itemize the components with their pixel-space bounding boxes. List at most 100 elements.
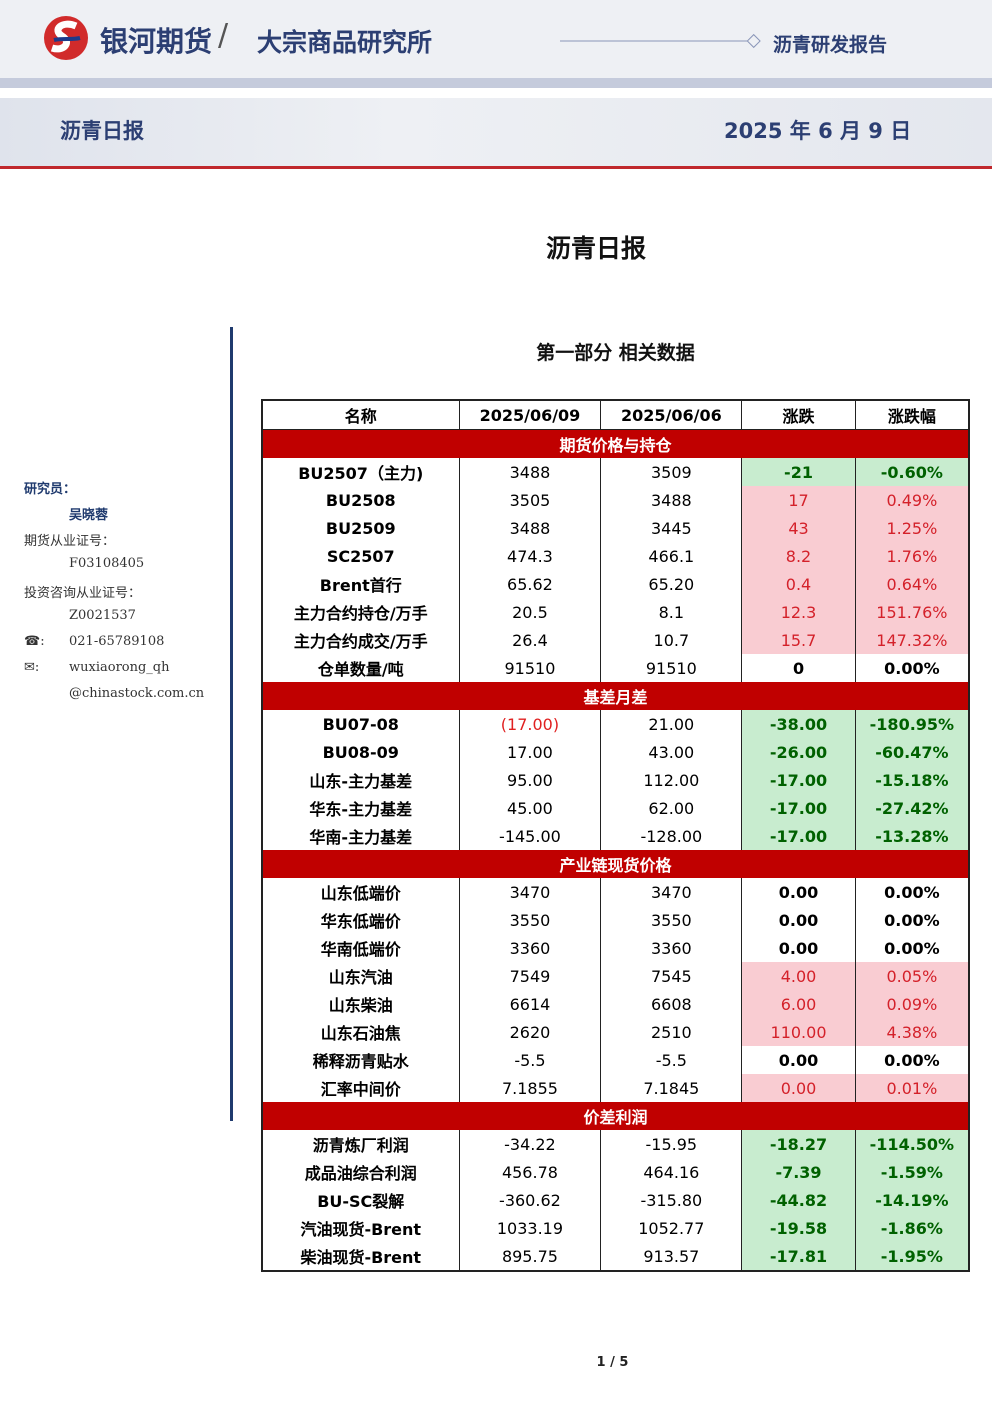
data-row: 主力合约持仓/万手 20.5 8.1 12.3 151.76% [261,598,970,626]
group-title: 基差月差 [261,682,970,710]
cell: 7545 [600,962,743,990]
email-icon: ✉: [24,660,40,675]
page-number: 1 / 5 [596,1355,629,1370]
cell: 95.00 [458,766,602,794]
phone: 021-65789108 [69,634,165,649]
cell: 3360 [458,934,602,962]
cell: 7.1855 [458,1074,602,1102]
cell: 65.62 [458,570,602,598]
cell: 0.01% [854,1074,970,1102]
cell: 3509 [600,458,743,486]
cell: -1.86% [854,1214,970,1242]
cell: 0.00 [741,1074,856,1102]
data-row: 山东石油焦 2620 2510 110.00 4.38% [261,1018,970,1046]
cell: -44.82 [741,1186,856,1214]
row-name: 华南低端价 [261,934,460,962]
cell: 0.49% [854,486,970,514]
row-name: 华东-主力基差 [261,794,460,822]
cell: 6614 [458,990,602,1018]
cell: 2620 [458,1018,602,1046]
cell: 3550 [600,906,743,934]
cell: 1.25% [854,514,970,542]
cell: 3445 [600,514,743,542]
cell: 3470 [600,878,743,906]
row-name: BU-SC裂解 [261,1186,460,1214]
data-row: BU2509 3488 3445 43 1.25% [261,514,970,542]
cell: 43 [741,514,856,542]
cell: 1033.19 [458,1214,602,1242]
cell: -17.00 [741,766,856,794]
cell: -128.00 [600,822,743,850]
cell: -21 [741,458,856,486]
cell: 7.1845 [600,1074,743,1102]
separator: / [218,18,229,53]
researcher: 吴晓蓉 [69,508,109,523]
data-row: 稀释沥青贴水 -5.5 -5.5 0.00 0.00% [261,1046,970,1074]
group-row: 基差月差 [261,682,970,710]
cell: 0.00% [854,654,970,682]
cell: 456.78 [458,1158,602,1186]
cell: 43.00 [600,738,743,766]
cell: 895.75 [458,1242,602,1271]
cell: 0.00% [854,878,970,906]
cell: -315.80 [600,1186,743,1214]
cell: 26.4 [458,626,602,654]
cell: 464.16 [600,1158,743,1186]
cell: -17.00 [741,822,856,850]
data-row: 成品油综合利润 456.78 464.16 -7.39 -1.59% [261,1158,970,1186]
row-name: BU2508 [261,486,460,514]
cell: -5.5 [600,1046,743,1074]
cell: 147.32% [854,626,970,654]
column-header: 2025/06/09 [458,400,602,430]
license: F03108405 [69,556,145,571]
data-row: Brent首行 65.62 65.20 0.4 0.64% [261,570,970,598]
decor-line [560,33,761,49]
cell: 0.00 [741,878,856,906]
cell: 6.00 [741,990,856,1018]
cell: -17.00 [741,794,856,822]
cell: (17.00) [458,710,602,738]
cell: 0.64% [854,570,970,598]
data-row: 华东低端价 3550 3550 0.00 0.00% [261,906,970,934]
data-row: BU07-08 (17.00) 21.00 -38.00 -180.95% [261,710,970,738]
row-name: 山东石油焦 [261,1018,460,1046]
cell: 0.00% [854,934,970,962]
row-name: 山东柴油 [261,990,460,1018]
cell: -14.19% [854,1186,970,1214]
report-date: 2025 年 6 月 9 日 [724,119,912,143]
data-row: 山东低端价 3470 3470 0.00 0.00% [261,878,970,906]
cell: 6608 [600,990,743,1018]
group-row: 价差利润 [261,1102,970,1130]
column-header: 2025/06/06 [600,400,743,430]
license-label: 期货从业证号： [24,534,116,549]
cell: 0.00 [741,934,856,962]
row-name: 主力合约持仓/万手 [261,598,460,626]
data-row: 仓单数量/吨 91510 91510 0 0.00% [261,654,970,682]
side-rule [230,327,233,1121]
row-name: 山东低端价 [261,878,460,906]
cell: 474.3 [458,542,602,570]
cell: 45.00 [458,794,602,822]
row-name: 华东低端价 [261,906,460,934]
cell: 0 [741,654,856,682]
cell: -27.42% [854,794,970,822]
cell: -13.28% [854,822,970,850]
row-name: 稀释沥青贴水 [261,1046,460,1074]
cell: -26.00 [741,738,856,766]
group-row: 期货价格与持仓 [261,429,970,458]
column-header: 涨跌幅 [854,400,970,430]
cell: 110.00 [741,1018,856,1046]
row-name: BU07-08 [261,710,460,738]
cell: 17 [741,486,856,514]
row-name: Brent首行 [261,570,460,598]
cell: 62.00 [600,794,743,822]
row-name: 华南-主力基差 [261,822,460,850]
cell: -114.50% [854,1130,970,1158]
cell: 0.00 [741,1046,856,1074]
data-row: 山东汽油 7549 7545 4.00 0.05% [261,962,970,990]
cell: 466.1 [600,542,743,570]
cell: -180.95% [854,710,970,738]
consult: Z0021537 [69,608,136,623]
email-domain: @chinastock.com.cn [69,686,205,701]
